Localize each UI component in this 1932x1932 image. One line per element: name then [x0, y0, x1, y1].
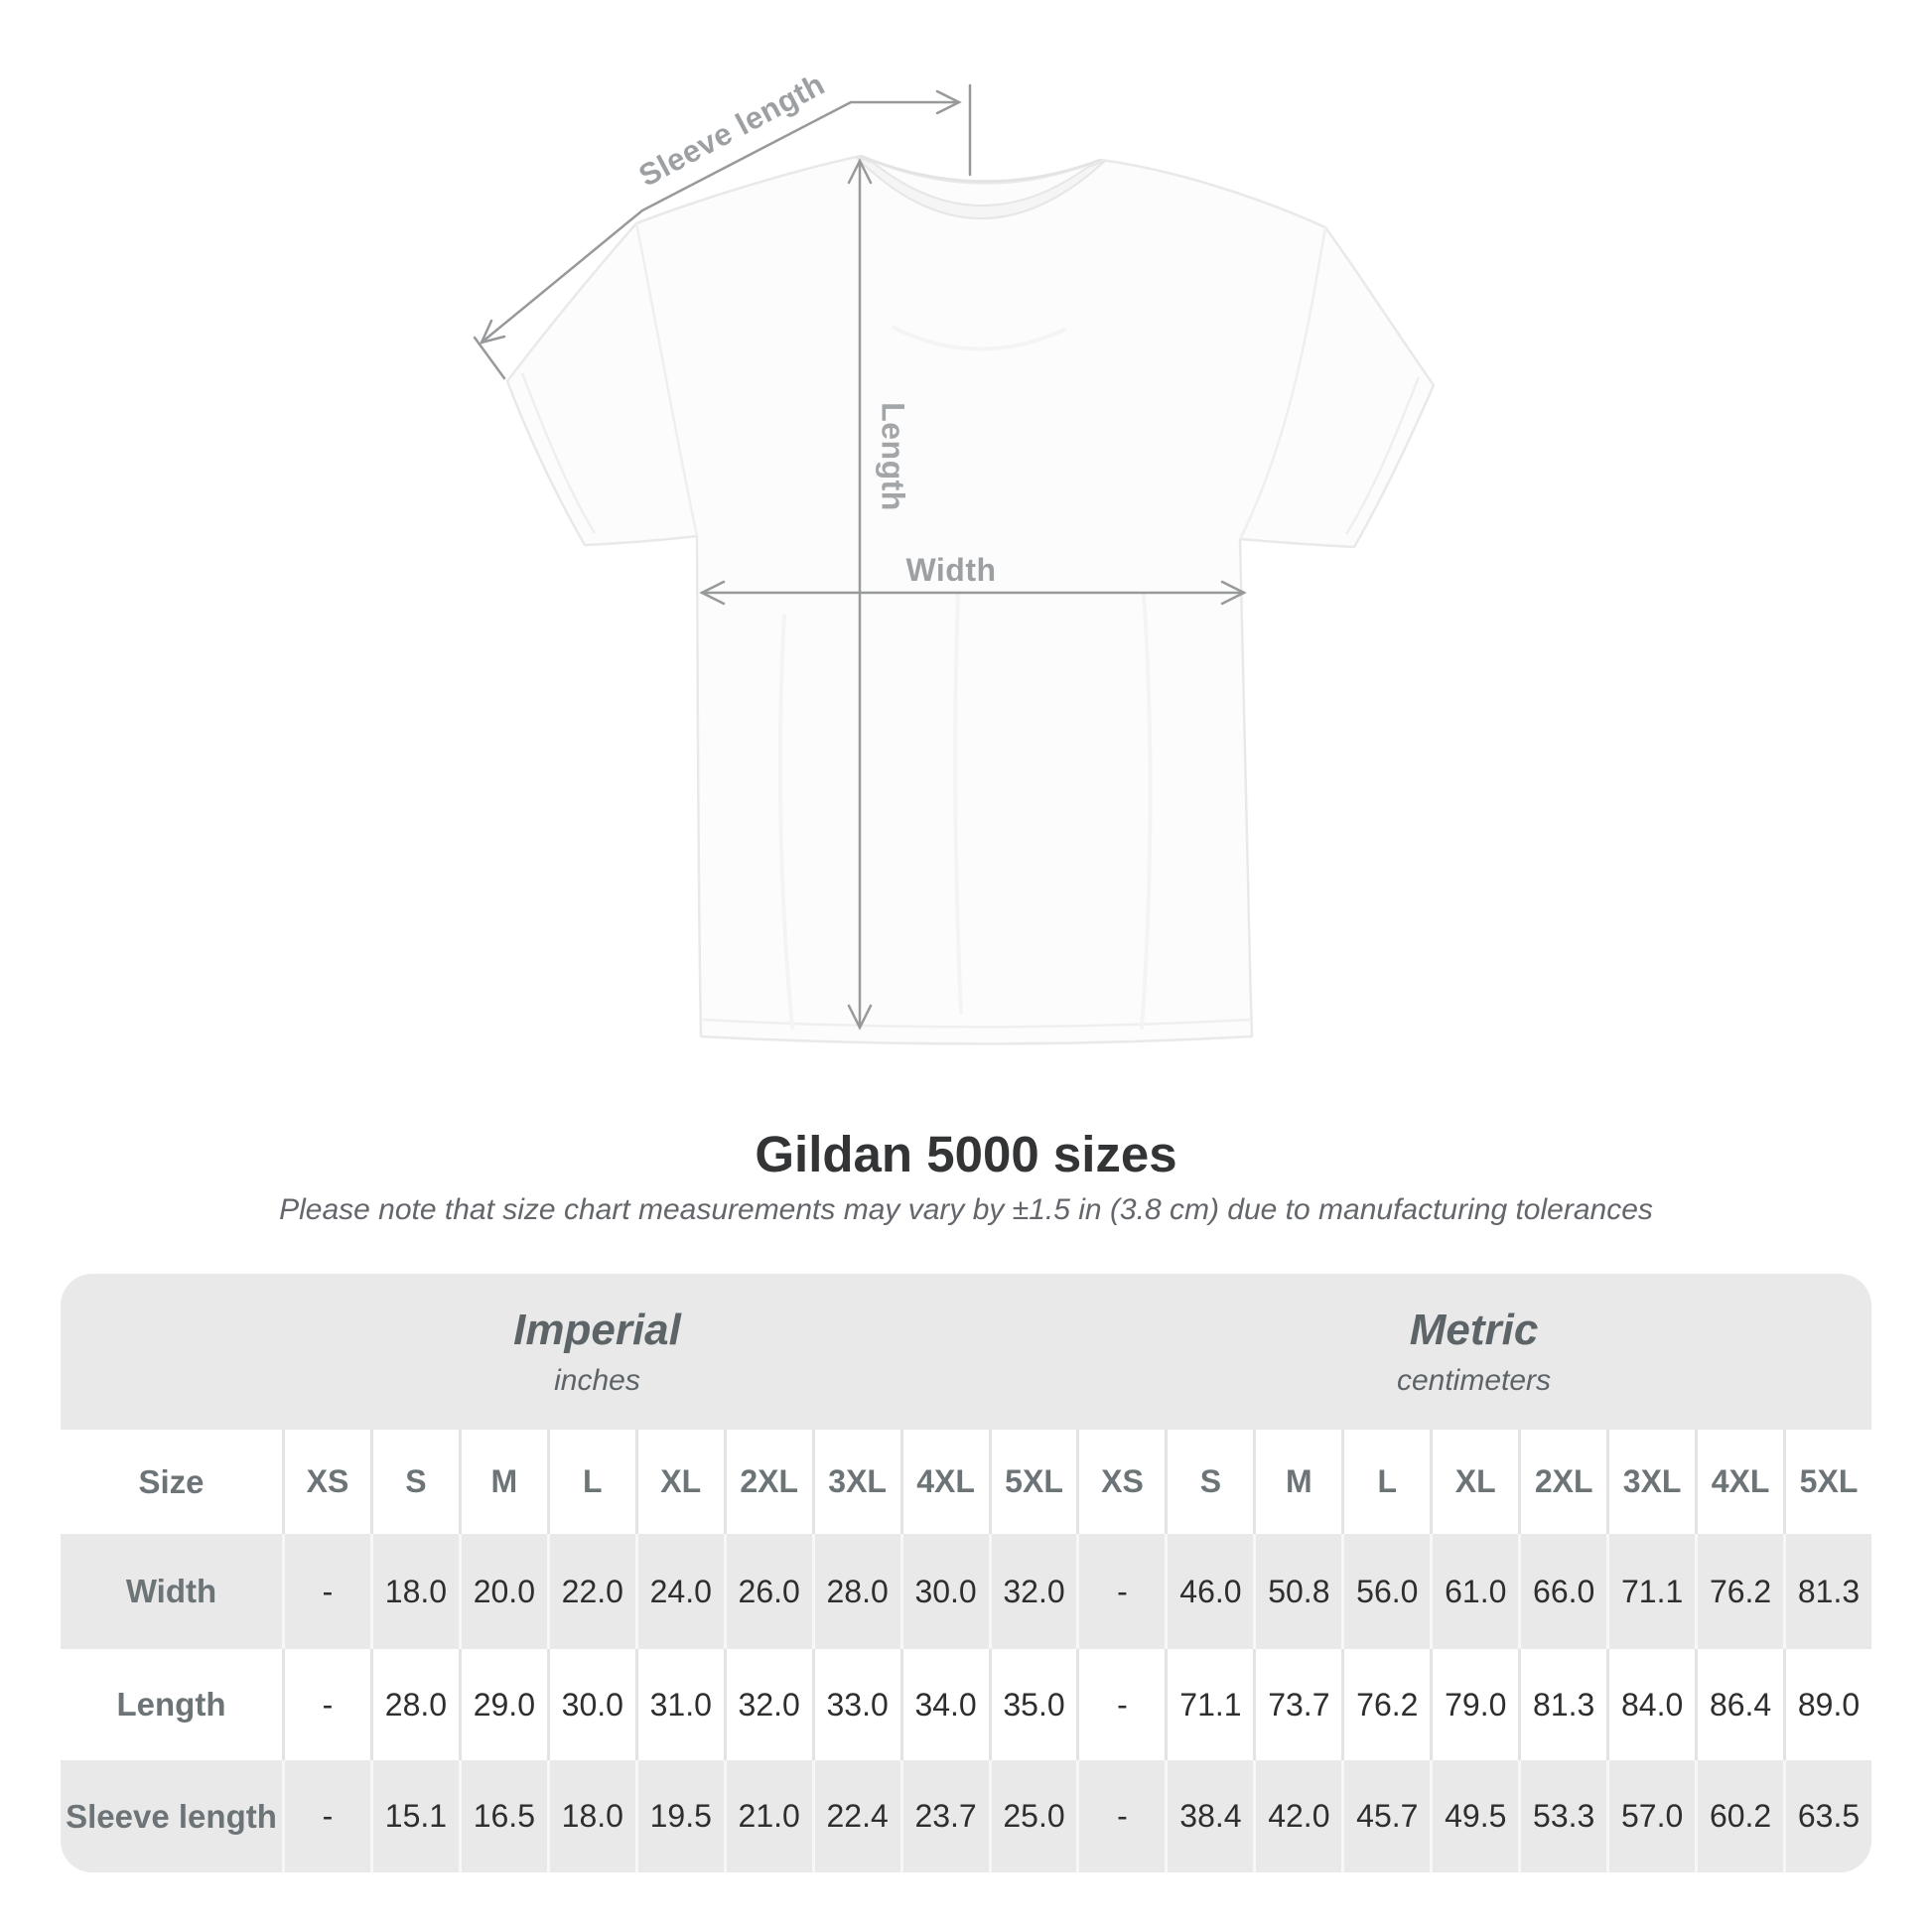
metric-value-cell: 42.0 [1253, 1760, 1342, 1872]
metric-value-cell: 56.0 [1341, 1534, 1431, 1649]
size-header-metric-3xl: 3XL [1606, 1430, 1696, 1534]
metric-value-cell: 63.5 [1783, 1760, 1871, 1872]
size-header-metric-4xl: 4XL [1695, 1430, 1784, 1534]
metric-value-cell: 45.7 [1341, 1760, 1431, 1872]
size-header-metric-l: L [1341, 1430, 1431, 1534]
imperial-value-cell: 20.0 [458, 1534, 547, 1649]
metric-value-cell: 53.3 [1518, 1760, 1607, 1872]
size-header-metric-xs: XS [1076, 1430, 1166, 1534]
metric-value-cell: 79.0 [1430, 1649, 1519, 1760]
size-header-imperial-xs: XS [282, 1430, 370, 1534]
metric-value-cell: 57.0 [1606, 1760, 1696, 1872]
metric-unit-label: centimeters [1396, 1364, 1552, 1397]
size-header-imperial-2xl: 2XL [723, 1430, 812, 1534]
imperial-value-cell: - [282, 1760, 370, 1872]
imperial-value-cell: 34.0 [899, 1649, 989, 1760]
imperial-value-cell: 25.0 [988, 1760, 1077, 1872]
tshirt-collar-band [855, 156, 1106, 219]
imperial-value-cell: - [282, 1649, 370, 1760]
size-header-metric-m: M [1253, 1430, 1342, 1534]
page-title: Gildan 5000 sizes [755, 1126, 1177, 1182]
metric-header: Metric centimeters [1076, 1274, 1871, 1430]
imperial-value-cell: 30.0 [546, 1649, 635, 1760]
metric-value-cell: - [1076, 1649, 1166, 1760]
imperial-value-cell: 18.0 [369, 1534, 459, 1649]
size-header-metric-s: S [1165, 1430, 1254, 1534]
metric-value-cell: 76.2 [1695, 1534, 1784, 1649]
unit-header-band: Imperial inches Metric centimeters [61, 1274, 1871, 1430]
imperial-unit-label: inches [554, 1364, 640, 1397]
metric-value-cell: 60.2 [1695, 1760, 1784, 1872]
tshirt-measurement-diagram: Sleeve length Length Width [473, 67, 1436, 1045]
imperial-label: Imperial [513, 1306, 681, 1354]
imperial-value-cell: 18.0 [546, 1760, 635, 1872]
metric-value-cell: 66.0 [1518, 1534, 1607, 1649]
tshirt-body-shape [505, 154, 1436, 1045]
size-table: Imperial inches Metric centimeters Size X… [61, 1274, 1871, 1872]
size-header-imperial-5xl: 5XL [988, 1430, 1077, 1534]
row-label-width: Width [61, 1534, 282, 1649]
imperial-value-cell: - [282, 1534, 370, 1649]
tshirt-back-neck-line [860, 154, 1101, 183]
imperial-value-cell: 21.0 [723, 1760, 812, 1872]
metric-value-cell: 71.1 [1165, 1649, 1254, 1760]
imperial-value-cell: 28.0 [811, 1534, 900, 1649]
metric-value-cell: - [1076, 1760, 1166, 1872]
size-table-grid: Size XS S M L XL 2XL 3XL 4XL 5XL XS S M L XL 2XL 3XL 4XL 5… [61, 1430, 1871, 1872]
row-label-sleeve-length: Sleeve length [61, 1760, 282, 1872]
metric-value-cell: 73.7 [1253, 1649, 1342, 1760]
imperial-value-cell: 30.0 [899, 1534, 989, 1649]
size-header-metric-2xl: 2XL [1518, 1430, 1607, 1534]
tshirt-seam-lines [520, 222, 1421, 1029]
length-dimension [847, 158, 873, 1031]
size-header-metric-xl: XL [1430, 1430, 1519, 1534]
row-label-length: Length [61, 1649, 282, 1760]
size-header-imperial-l: L [546, 1430, 635, 1534]
size-header-imperial-xl: XL [634, 1430, 724, 1534]
metric-value-cell: 89.0 [1783, 1649, 1871, 1760]
imperial-value-cell: 26.0 [723, 1534, 812, 1649]
imperial-value-cell: 31.0 [634, 1649, 724, 1760]
imperial-value-cell: 32.0 [723, 1649, 812, 1760]
imperial-header: Imperial inches [61, 1274, 1076, 1430]
size-header-imperial-s: S [369, 1430, 459, 1534]
imperial-value-cell: 35.0 [988, 1649, 1077, 1760]
metric-value-cell: 49.5 [1430, 1760, 1519, 1872]
metric-value-cell: 50.8 [1253, 1534, 1342, 1649]
metric-value-cell: 46.0 [1165, 1534, 1254, 1649]
imperial-value-cell: 23.7 [899, 1760, 989, 1872]
metric-value-cell: 86.4 [1695, 1649, 1784, 1760]
imperial-value-cell: 19.5 [634, 1760, 724, 1872]
imperial-value-cell: 22.4 [811, 1760, 900, 1872]
imperial-value-cell: 24.0 [634, 1534, 724, 1649]
width-dimension [699, 580, 1247, 606]
imperial-value-cell: 29.0 [458, 1649, 547, 1760]
size-header-imperial-4xl: 4XL [899, 1430, 989, 1534]
size-header-metric-5xl: 5XL [1783, 1430, 1871, 1534]
imperial-value-cell: 33.0 [811, 1649, 900, 1760]
length-label: Length [876, 402, 911, 511]
metric-value-cell: 38.4 [1165, 1760, 1254, 1872]
metric-value-cell: 76.2 [1341, 1649, 1431, 1760]
metric-value-cell: 61.0 [1430, 1534, 1519, 1649]
imperial-value-cell: 28.0 [369, 1649, 459, 1760]
metric-value-cell: 71.1 [1606, 1534, 1696, 1649]
sleeve-length-dimension [473, 83, 972, 380]
imperial-value-cell: 32.0 [988, 1534, 1077, 1649]
size-column-header: Size [61, 1430, 282, 1534]
tshirt-wrinkle-lines [777, 326, 1153, 1030]
width-label: Width [905, 552, 996, 588]
imperial-value-cell: 22.0 [546, 1534, 635, 1649]
metric-value-cell: 84.0 [1606, 1649, 1696, 1760]
imperial-value-cell: 15.1 [369, 1760, 459, 1872]
metric-value-cell: - [1076, 1534, 1166, 1649]
imperial-value-cell: 16.5 [458, 1760, 547, 1872]
metric-value-cell: 81.3 [1783, 1534, 1871, 1649]
metric-label: Metric [1409, 1306, 1539, 1354]
size-header-imperial-3xl: 3XL [811, 1430, 900, 1534]
tolerance-note: Please note that size chart measurements… [279, 1193, 1653, 1226]
size-header-imperial-m: M [458, 1430, 547, 1534]
metric-value-cell: 81.3 [1518, 1649, 1607, 1760]
